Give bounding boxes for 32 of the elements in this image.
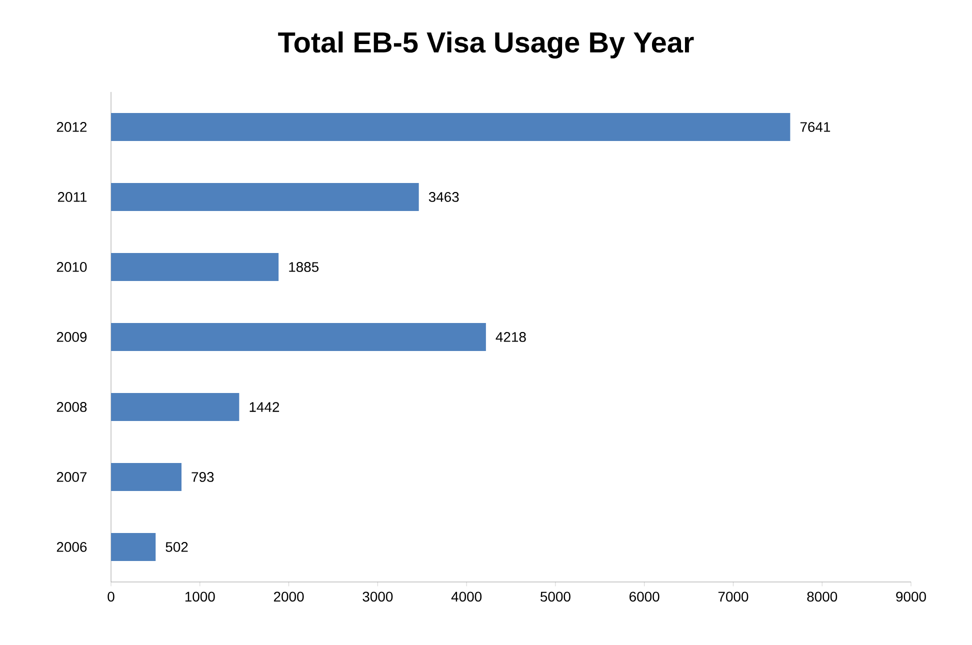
x-tick-label: 1000: [185, 592, 215, 602]
bar: [111, 392, 240, 421]
data-label: 1442: [250, 402, 280, 412]
bar: [111, 322, 486, 351]
x-tick-label: 5000: [540, 592, 570, 602]
data-label: 7641: [800, 122, 830, 132]
y-tick-label: 2012: [56, 122, 87, 132]
bar: [111, 112, 790, 141]
x-tick-label: 3000: [362, 592, 393, 602]
bar: [111, 462, 182, 491]
data-label: 3463: [428, 192, 459, 202]
data-label: 502: [166, 542, 188, 552]
y-tick-label: 2008: [56, 402, 87, 412]
x-tick-label: 0: [108, 592, 114, 602]
chart-title: Total EB-5 Visa Usage By Year: [278, 31, 694, 59]
x-tick-label: 2000: [274, 592, 304, 602]
bar: [111, 252, 279, 281]
x-tick-label: 8000: [807, 592, 838, 602]
data-label: 1885: [289, 262, 319, 272]
x-tick-label: 4000: [451, 592, 482, 602]
y-tick-label: 2006: [56, 542, 87, 552]
x-tick-label: 7000: [718, 592, 748, 602]
y-tick-label: 2007: [56, 472, 87, 482]
bar: [111, 532, 156, 561]
y-tick-label: 2010: [56, 262, 87, 272]
x-tick-label: 9000: [896, 592, 926, 602]
data-label: 4218: [496, 332, 526, 342]
y-tick-label: 2011: [58, 192, 87, 202]
x-tick-label: 6000: [630, 592, 660, 602]
y-tick-label: 2009: [56, 332, 87, 342]
bar: [111, 182, 419, 211]
data-label: 793: [192, 472, 214, 482]
